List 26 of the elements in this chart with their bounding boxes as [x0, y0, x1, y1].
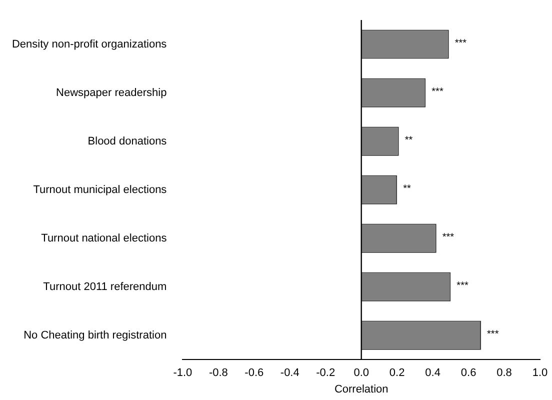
y-tick-label: No Cheating birth registration: [24, 329, 167, 342]
y-tick-label: Newspaper readership: [56, 86, 167, 99]
data-label: **: [404, 135, 413, 146]
x-tick-label: -0.4: [280, 367, 300, 380]
data-label: ***: [456, 280, 468, 292]
y-tick-label: Turnout national elections: [41, 232, 168, 244]
x-tick-label: -1.0: [173, 367, 192, 380]
data-label: ***: [487, 329, 499, 340]
data-label: ***: [442, 232, 454, 244]
y-tick-label: Turnout 2011 referendum: [43, 280, 167, 293]
y-tick-label: Density non-profit organizations: [12, 38, 168, 50]
x-tick-label: 0.0: [354, 367, 369, 380]
x-tick-label: -0.8: [208, 367, 228, 380]
x-tick-label: -0.6: [244, 367, 264, 380]
y-tick-label: Turnout municipal elections: [33, 184, 168, 196]
x-tick-label: 0.4: [425, 367, 440, 380]
data-label: ***: [454, 38, 467, 50]
y-tick-label: Blood donations: [88, 135, 168, 148]
x-tick-label: 0.2: [389, 367, 405, 380]
data-label: ***: [432, 86, 444, 98]
x-tick-label: 0.6: [460, 367, 476, 380]
x-tick-label: 1.0: [532, 367, 548, 380]
x-axis-title: Correlation: [334, 383, 388, 396]
x-tick-label: 0.8: [496, 367, 512, 380]
x-tick-label: -0.2: [316, 367, 336, 380]
data-label: **: [403, 184, 411, 195]
